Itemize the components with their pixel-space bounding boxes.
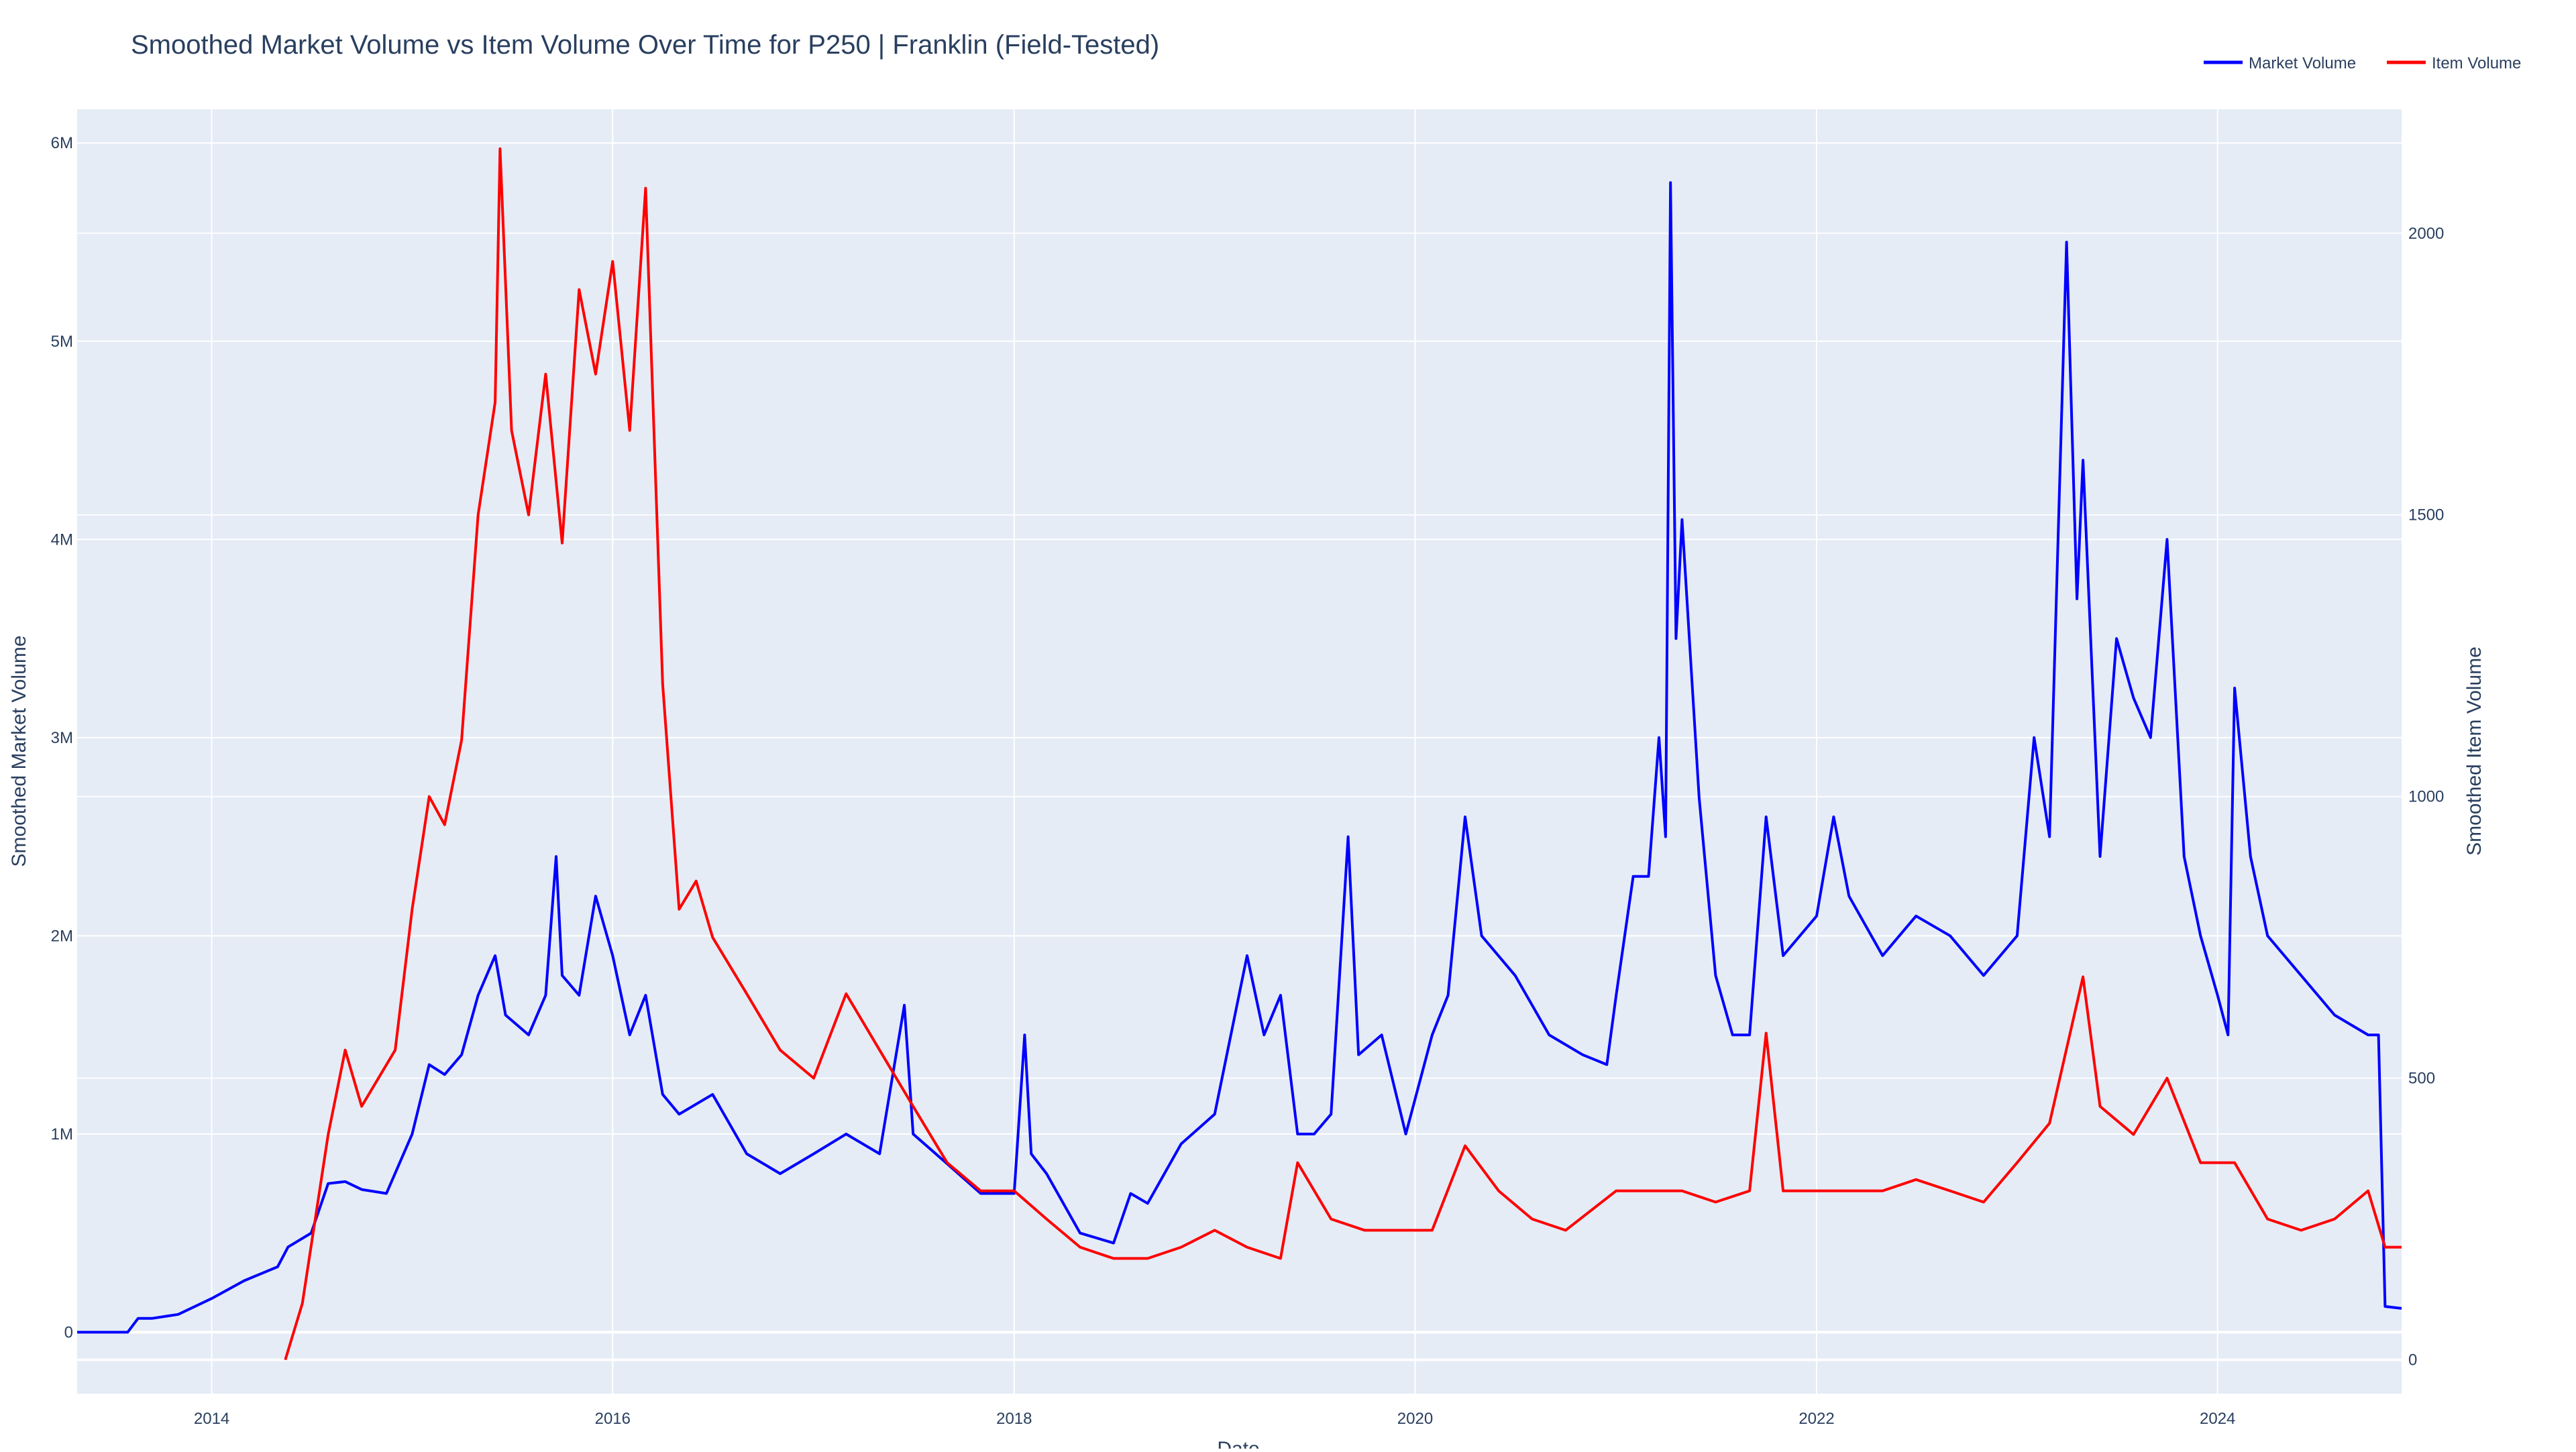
x-axis-title: Date	[1217, 1438, 1259, 1449]
axis-layer: 2014 2016 2018 2020 2022 2024 0 1M 2M 3M 4M 5M 6M 0 50…	[51, 134, 2445, 1428]
x-tick-label: 2018	[996, 1410, 1032, 1428]
y-tick-label: 3M	[51, 729, 73, 747]
y-tick-label: 4M	[51, 530, 73, 549]
series-line-market-volume	[77, 181, 2402, 1334]
grid-layer	[77, 109, 2402, 1394]
x-tick-label: 2024	[2200, 1410, 2235, 1428]
y2-tick-label: 1000	[2408, 788, 2444, 806]
legend-item-market-volume[interactable]: Market Volume	[2204, 54, 2356, 72]
y2-axis-title: Smoothed Item Volume	[2463, 647, 2485, 856]
y2-tick-label: 1500	[2408, 506, 2444, 524]
series-line-item-volume	[284, 147, 2402, 1361]
plot-background	[77, 109, 2402, 1394]
chart-title: Smoothed Market Volume vs Item Volume Ov…	[131, 30, 1159, 60]
y-tick-label: 2M	[51, 927, 73, 945]
y2-tick-label: 2000	[2408, 225, 2444, 243]
legend: Market Volume Item Volume	[2204, 54, 2521, 72]
legend-item-item-volume[interactable]: Item Volume	[2387, 54, 2521, 72]
y-axis-title: Smoothed Market Volume	[8, 635, 30, 867]
legend-label-market-volume: Market Volume	[2249, 54, 2356, 72]
y-tick-label: 0	[64, 1323, 73, 1341]
series-layer	[77, 147, 2402, 1361]
y-tick-label: 6M	[51, 134, 73, 152]
x-tick-label: 2016	[595, 1410, 631, 1428]
y2-tick-label: 0	[2408, 1351, 2417, 1370]
legend-label-item-volume: Item Volume	[2432, 54, 2521, 72]
y-tick-label: 1M	[51, 1125, 73, 1143]
x-tick-label: 2020	[1397, 1410, 1433, 1428]
y2-tick-label: 500	[2408, 1070, 2435, 1088]
y-tick-label: 5M	[51, 333, 73, 351]
x-tick-label: 2014	[194, 1410, 229, 1428]
x-tick-label: 2022	[1799, 1410, 1834, 1428]
